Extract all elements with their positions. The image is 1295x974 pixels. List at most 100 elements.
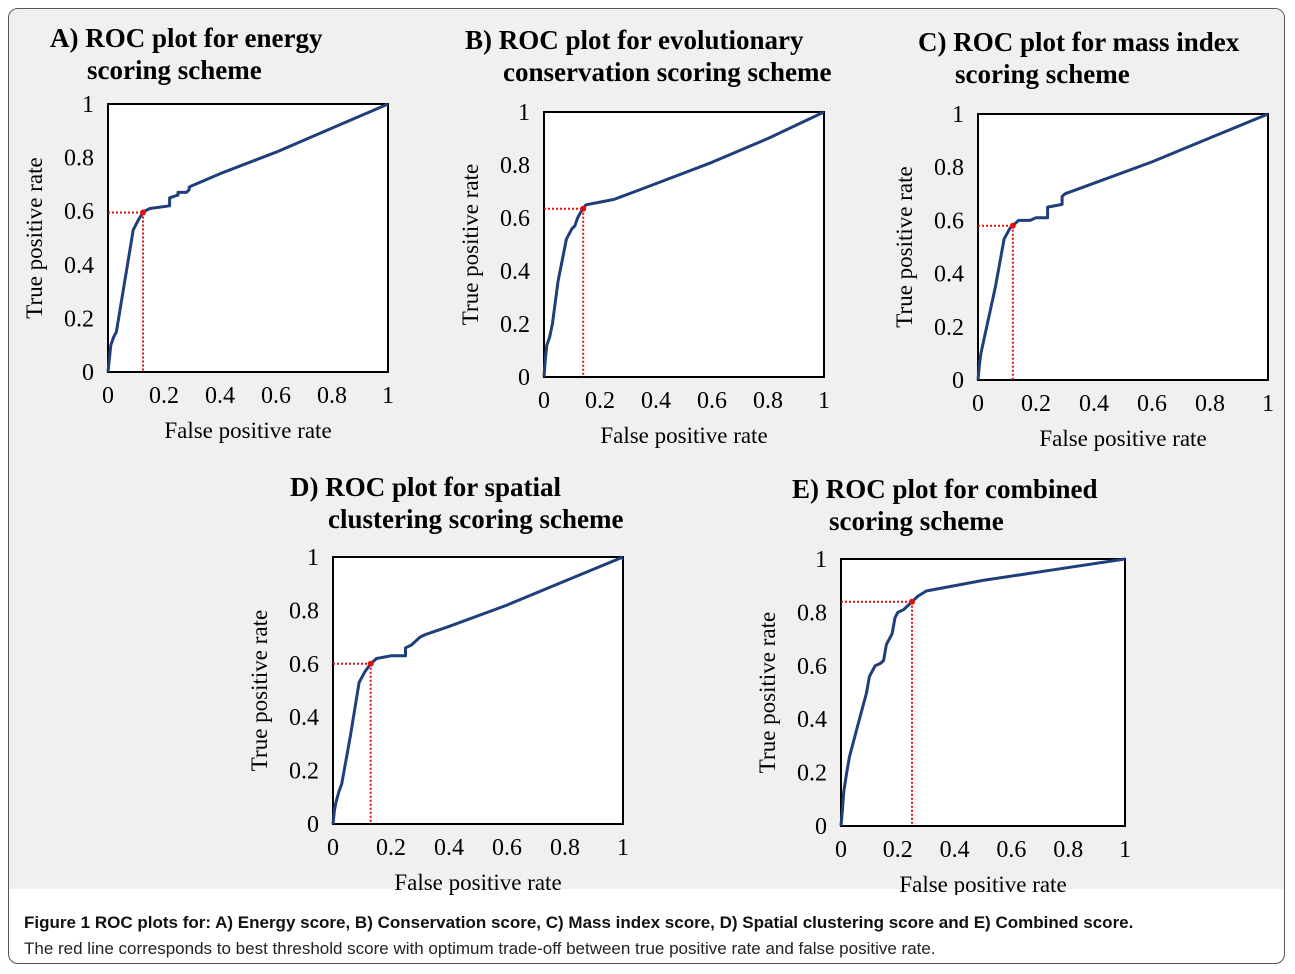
x-tick-label-b: 1 <box>818 388 830 414</box>
x-tick-label-a: 0.8 <box>317 383 347 409</box>
x-axis-label-d: False positive rate <box>394 870 561 895</box>
caption-figure-label: Figure 1 <box>24 913 91 932</box>
roc-curve-d <box>331 555 624 825</box>
x-tick-label-c: 0.6 <box>1137 391 1167 417</box>
y-tick-label-c: 1 <box>952 102 964 128</box>
y-tick-label-c: 0 <box>952 368 964 394</box>
x-tick-label-b: 0 <box>538 388 550 414</box>
caption-text: The red line corresponds to best thresho… <box>24 939 936 958</box>
y-tick-label-e: 0.8 <box>797 600 827 626</box>
roc-curve-a <box>106 102 389 373</box>
panel-title-b-line-2: conservation scoring scheme <box>503 57 831 87</box>
panel-title-b-line-1: B) ROC plot for evolutionary <box>465 25 804 55</box>
y-tick-label-c: 0.4 <box>934 262 964 288</box>
x-tick-label-c: 0.8 <box>1195 391 1225 417</box>
x-tick-label-e: 0.4 <box>940 837 970 863</box>
x-tick-label-e: 1 <box>1119 837 1131 863</box>
x-tick-label-d: 0.6 <box>492 835 522 861</box>
x-tick-label-d: 1 <box>617 835 629 861</box>
y-tick-label-e: 0.2 <box>797 761 827 787</box>
y-tick-label-a: 0.4 <box>64 253 94 279</box>
plot-area-d <box>332 556 624 825</box>
x-tick-label-a: 0.2 <box>149 383 179 409</box>
x-tick-label-e: 0.6 <box>996 837 1026 863</box>
plot-area-e <box>840 558 1126 827</box>
x-tick-label-a: 0.4 <box>205 383 235 409</box>
x-axis-label-b: False positive rate <box>600 423 767 448</box>
panel-title-d-line-2: clustering scoring scheme <box>328 504 623 534</box>
figure-caption: Figure 1 ROC plots for: A) Energy score,… <box>24 910 1279 962</box>
x-tick-label-b: 0.6 <box>697 388 727 414</box>
roc-panel-b: B) ROC plot for evolutionaryconservation… <box>458 25 831 448</box>
panel-title-d-line-1: D) ROC plot for spatial <box>290 472 562 502</box>
x-tick-label-d: 0.4 <box>434 835 464 861</box>
roc-curve-c <box>976 112 1269 381</box>
x-axis-label-c: False positive rate <box>1039 426 1206 451</box>
y-tick-label-b: 0.6 <box>500 206 530 232</box>
x-tick-label-a: 0.6 <box>261 383 291 409</box>
threshold-point-c <box>1009 222 1016 229</box>
x-tick-label-c: 0.4 <box>1079 391 1109 417</box>
x-tick-label-b: 0.8 <box>753 388 783 414</box>
y-tick-label-a: 1 <box>82 92 94 118</box>
y-tick-label-c: 0.2 <box>934 315 964 341</box>
y-tick-label-d: 0.4 <box>289 705 319 731</box>
x-tick-label-b: 0.2 <box>585 388 615 414</box>
y-tick-label-d: 1 <box>307 545 319 571</box>
x-tick-label-d: 0 <box>327 835 339 861</box>
y-tick-label-a: 0.2 <box>64 306 94 332</box>
y-axis-label-a: True positive rate <box>22 157 47 318</box>
figure-frame <box>8 8 1285 964</box>
y-tick-label-b: 0.4 <box>500 259 530 285</box>
y-tick-label-e: 0 <box>815 814 827 840</box>
x-tick-label-a: 0 <box>102 383 114 409</box>
y-axis-label-d: True positive rate <box>247 610 272 771</box>
y-tick-label-e: 1 <box>815 547 827 573</box>
y-tick-label-d: 0 <box>307 812 319 838</box>
x-tick-label-e: 0 <box>835 837 847 863</box>
x-tick-label-d: 0.2 <box>376 835 406 861</box>
x-tick-label-c: 0 <box>972 391 984 417</box>
caption-bold-text: ROC plots for: A) Energy score, B) Conse… <box>94 913 1134 932</box>
x-tick-label-a: 1 <box>382 383 394 409</box>
y-tick-label-c: 0.8 <box>934 155 964 181</box>
panel-title-a-line-2: scoring scheme <box>87 55 262 85</box>
y-tick-label-a: 0.6 <box>64 199 94 225</box>
x-axis-label-e: False positive rate <box>899 872 1066 895</box>
threshold-point-e <box>909 598 915 605</box>
y-tick-label-e: 0.4 <box>797 707 827 733</box>
x-tick-label-c: 0.2 <box>1021 391 1051 417</box>
y-axis-label-c: True positive rate <box>892 166 917 327</box>
plot-area-c <box>977 113 1269 381</box>
panel-title-e-line-2: scoring scheme <box>829 506 1004 536</box>
y-tick-label-d: 0.6 <box>289 652 319 678</box>
plot-area-b <box>543 111 825 378</box>
threshold-point-a <box>140 209 146 216</box>
y-tick-label-a: 0.8 <box>64 146 94 172</box>
y-axis-label-b: True positive rate <box>458 164 483 325</box>
y-tick-label-b: 1 <box>518 100 530 126</box>
y-tick-label-b: 0.2 <box>500 312 530 338</box>
y-tick-label-c: 0.6 <box>934 208 964 234</box>
x-axis-label-a: False positive rate <box>164 418 331 443</box>
panel-title-c-line-1: C) ROC plot for mass index <box>918 27 1240 57</box>
roc-curve-b <box>542 110 825 378</box>
y-tick-label-d: 0.2 <box>289 759 319 785</box>
y-tick-label-e: 0.6 <box>797 654 827 680</box>
y-tick-label-d: 0.8 <box>289 598 319 624</box>
plot-area-a <box>107 103 389 373</box>
threshold-point-b <box>580 205 587 212</box>
x-tick-label-b: 0.4 <box>641 388 671 414</box>
threshold-point-d <box>367 660 374 667</box>
x-tick-label-e: 0.8 <box>1053 837 1083 863</box>
y-tick-label-b: 0.8 <box>500 153 530 179</box>
x-tick-label-c: 1 <box>1262 391 1274 417</box>
roc-curve-e <box>839 557 1126 827</box>
y-tick-label-a: 0 <box>82 360 94 386</box>
panel-title-e-line-1: E) ROC plot for combined <box>792 474 1098 504</box>
panel-title-c-line-2: scoring scheme <box>955 59 1130 89</box>
